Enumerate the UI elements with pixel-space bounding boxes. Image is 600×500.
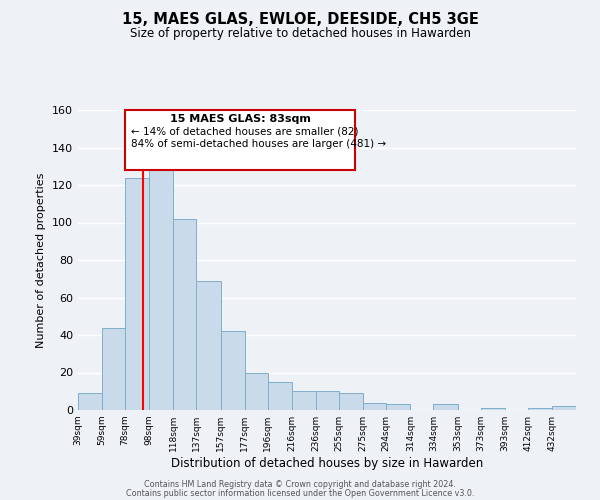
Bar (552, 406, 576, 410)
Bar (363, 402, 386, 410)
Bar (386, 404, 410, 410)
X-axis label: Distribution of detached houses by size in Hawarden: Distribution of detached houses by size … (171, 457, 483, 470)
Text: 15 MAES GLAS: 83sqm: 15 MAES GLAS: 83sqm (170, 114, 310, 124)
Text: 15, MAES GLAS, EWLOE, DEESIDE, CH5 3GE: 15, MAES GLAS, EWLOE, DEESIDE, CH5 3GE (122, 12, 478, 28)
Text: Contains public sector information licensed under the Open Government Licence v3: Contains public sector information licen… (126, 488, 474, 498)
Bar (173, 219, 196, 410)
Text: ← 14% of detached houses are smaller (82): ← 14% of detached houses are smaller (82… (131, 126, 359, 136)
Bar (245, 372, 268, 410)
Y-axis label: Number of detached properties: Number of detached properties (37, 172, 46, 348)
Bar (149, 168, 173, 410)
Bar (78, 393, 102, 410)
Text: 84% of semi-detached houses are larger (481) →: 84% of semi-detached houses are larger (… (131, 139, 386, 149)
Bar (527, 408, 552, 410)
Text: Size of property relative to detached houses in Hawarden: Size of property relative to detached ho… (130, 28, 470, 40)
Text: Contains HM Land Registry data © Crown copyright and database right 2024.: Contains HM Land Registry data © Crown c… (144, 480, 456, 489)
Bar (196, 280, 221, 410)
Bar (221, 331, 245, 410)
Bar (268, 382, 292, 410)
Bar (125, 178, 149, 410)
Bar (292, 391, 316, 410)
Bar (481, 408, 505, 410)
Bar (339, 393, 363, 410)
Bar (316, 391, 339, 410)
Bar (433, 404, 458, 410)
Bar (102, 328, 125, 410)
